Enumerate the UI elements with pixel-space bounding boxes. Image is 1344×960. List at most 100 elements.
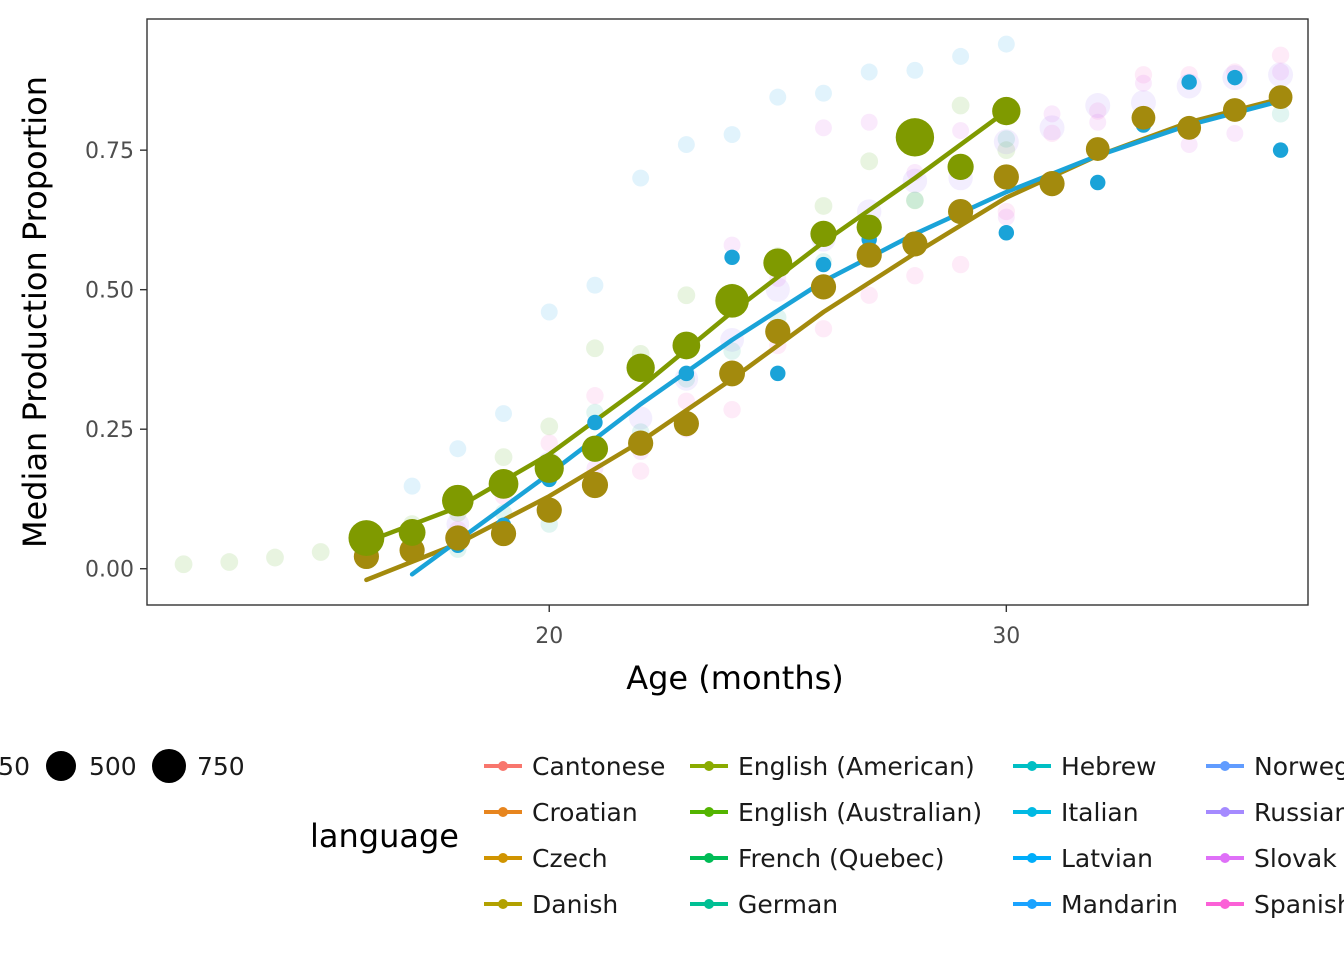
- bg-point-slovak: [860, 113, 878, 131]
- legend-key-point: [1027, 807, 1037, 817]
- legend-key-point: [1220, 761, 1230, 771]
- bg-point-mandarin: [952, 47, 970, 65]
- data-point-english-american: [763, 248, 793, 278]
- data-point-english-american: [672, 331, 701, 360]
- bg-point-slovak: [815, 119, 832, 137]
- bg-point-russian: [1268, 62, 1294, 88]
- bg-point-mandarin: [495, 405, 512, 423]
- color-legend: Cantonese Croatian Czech Danish English (Ame…: [484, 752, 1344, 919]
- data-point-english-american: [534, 453, 564, 483]
- y-axis-title: Median Production Proportion: [16, 76, 54, 548]
- legend-item-italian: Italian: [1061, 798, 1139, 827]
- bg-point-english-australian: [540, 417, 559, 436]
- data-point-english-american: [348, 520, 385, 556]
- size-legend: 250 500 750: [0, 749, 245, 783]
- legend-item-croatian: Croatian: [532, 798, 638, 827]
- data-point-english-american: [810, 220, 837, 247]
- bg-point-english-australian: [174, 555, 193, 574]
- bg-point-hebrew: [906, 191, 924, 210]
- data-point-danish: [1268, 85, 1293, 110]
- bg-point-spanish: [1089, 102, 1107, 120]
- bg-point-english-australian: [906, 191, 924, 210]
- legend-item-english-australian: English (Australian): [738, 798, 982, 827]
- bg-point-mandarin: [815, 84, 832, 102]
- bg-point-spanish: [814, 320, 833, 338]
- plot-panel-border: [146, 18, 1309, 606]
- data-point-english-american: [398, 519, 426, 546]
- legend-key-point: [1027, 853, 1037, 863]
- legend-key-point: [1220, 853, 1230, 863]
- data-point-danish: [1039, 171, 1065, 197]
- bg-point-spanish: [1271, 46, 1290, 64]
- y-tick-label: 0.00: [85, 558, 134, 583]
- data-point-danish: [1177, 115, 1202, 140]
- data-point-english-american: [626, 353, 655, 382]
- legend-key-point: [498, 761, 508, 771]
- bg-point-spanish: [951, 255, 970, 274]
- data-point-danish: [1085, 137, 1110, 161]
- bg-point-mandarin: [769, 88, 787, 106]
- bg-point-mandarin: [632, 169, 650, 187]
- bg-point-slovak: [952, 122, 970, 140]
- bg-point-english-australian: [494, 448, 513, 466]
- legend-item-cantonese: Cantonese: [532, 752, 665, 781]
- bg-point-russian: [993, 129, 1019, 155]
- bg-point-english-australian: [586, 339, 604, 358]
- data-point-danish: [581, 471, 609, 499]
- data-point-latvian: [998, 225, 1015, 241]
- legend-key-point: [1220, 899, 1230, 909]
- data-point-danish: [490, 520, 517, 547]
- data-point-latvian: [678, 365, 695, 382]
- bg-point-spanish: [997, 202, 1016, 221]
- bg-point-mandarin: [449, 440, 467, 458]
- data-point-danish: [856, 242, 882, 268]
- x-axis: 20 30: [535, 605, 1020, 649]
- bg-point-spanish: [723, 400, 741, 419]
- bg-point-slovak: [1226, 124, 1244, 142]
- bg-point-spanish: [631, 462, 650, 480]
- bg-point-mandarin: [906, 61, 924, 79]
- bg-point-slovak: [1134, 74, 1152, 92]
- size-legend-key: [152, 749, 186, 783]
- legend-key-point: [498, 853, 508, 863]
- x-tick-label: 20: [535, 624, 563, 649]
- data-point-english-american: [992, 96, 1021, 126]
- data-point-english-american: [581, 435, 609, 462]
- color-legend-title: language: [310, 817, 459, 855]
- bg-point-mandarin: [677, 136, 695, 154]
- data-point-danish: [628, 430, 654, 456]
- bg-point-spanish: [860, 286, 878, 304]
- bg-point-english-australian: [311, 543, 330, 561]
- bg-point-english-australian: [814, 197, 833, 215]
- data-point-latvian: [815, 256, 832, 273]
- legend-key-point: [1027, 761, 1037, 771]
- bg-point-english-australian: [951, 96, 970, 115]
- highlighted-points: [348, 69, 1293, 570]
- y-axis: 0.00 0.25 0.50 0.75: [85, 139, 147, 583]
- data-point-danish: [1222, 98, 1247, 122]
- bg-point-english-australian: [860, 152, 879, 171]
- data-point-english-american: [715, 284, 749, 318]
- legend-item-latvian: Latvian: [1061, 844, 1153, 873]
- legend-key-point: [704, 807, 714, 817]
- bg-point-slovak: [1043, 105, 1061, 123]
- bg-point-spanish: [540, 434, 558, 452]
- data-point-english-american: [856, 214, 882, 240]
- data-point-latvian: [1181, 74, 1197, 90]
- legend-item-mandarin: Mandarin: [1061, 890, 1178, 919]
- size-legend-label: 500: [89, 752, 137, 781]
- bg-point-hebrew: [723, 342, 741, 360]
- bg-point-slovak: [723, 236, 741, 254]
- legend-item-german: German: [738, 890, 838, 919]
- data-point-danish: [673, 411, 699, 437]
- y-tick-label: 0.50: [85, 279, 134, 304]
- bg-point-english-australian: [677, 286, 696, 305]
- bg-point-english-australian: [997, 141, 1016, 160]
- data-point-danish: [765, 318, 791, 345]
- legend-item-czech: Czech: [532, 844, 608, 873]
- bg-point-hebrew: [997, 130, 1016, 148]
- bg-point-spanish: [906, 267, 924, 285]
- legend-item-norwegian: Norwegian: [1254, 752, 1344, 781]
- size-legend-key: [46, 751, 76, 781]
- legend-item-slovak: Slovak: [1254, 844, 1337, 873]
